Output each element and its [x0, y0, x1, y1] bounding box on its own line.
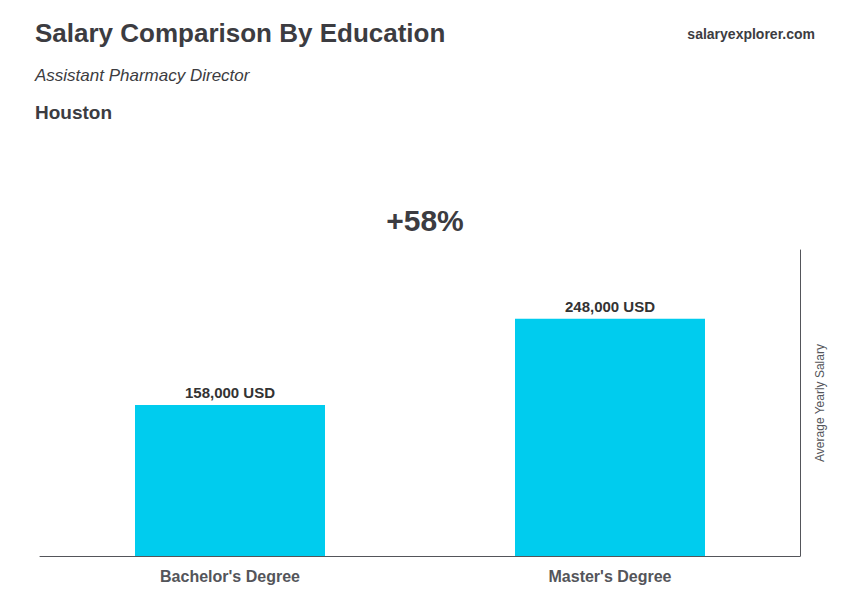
svg-text:Average Yearly Salary: Average Yearly Salary: [813, 344, 827, 462]
svg-text:salaryexplorer.com: salaryexplorer.com: [687, 26, 815, 42]
svg-text:Master's Degree: Master's Degree: [549, 568, 672, 585]
svg-text:Houston: Houston: [35, 102, 112, 123]
svg-text:Assistant Pharmacy Director: Assistant Pharmacy Director: [34, 66, 251, 85]
svg-text:+58%: +58%: [386, 204, 464, 237]
svg-text:Bachelor's Degree: Bachelor's Degree: [160, 568, 300, 585]
svg-text:158,000 USD: 158,000 USD: [185, 384, 275, 401]
svg-text:Salary Comparison By Education: Salary Comparison By Education: [35, 18, 445, 48]
svg-text:248,000 USD: 248,000 USD: [565, 298, 655, 315]
